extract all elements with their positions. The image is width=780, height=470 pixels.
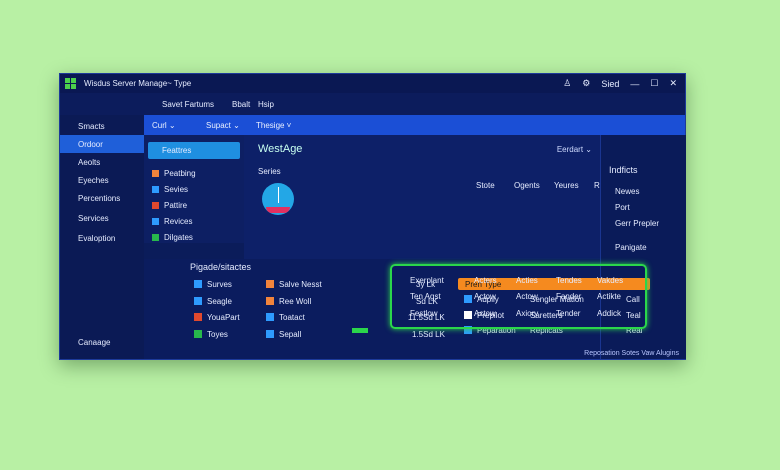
- menu-item[interactable]: Bbalt: [232, 100, 251, 109]
- list-item[interactable]: Surves: [194, 280, 232, 289]
- status-bar: Reposation Sotes Vaw Alugins: [584, 350, 679, 357]
- menu-bar: Savet Fartums Bbalt Hsip: [60, 93, 685, 115]
- table-cell: Saretters: [530, 311, 563, 320]
- table-cell: Repllcats: [530, 326, 563, 335]
- value: 11.5Sd LK: [408, 313, 445, 322]
- sidebar-item[interactable]: Eyeches: [78, 176, 109, 185]
- list-item[interactable]: YouaPart: [194, 313, 240, 322]
- feature-item[interactable]: Pattire: [152, 201, 187, 210]
- list-item[interactable]: Toatact: [266, 313, 305, 322]
- feature-item[interactable]: Dilgates: [152, 233, 193, 242]
- sidebar-item[interactable]: Smacts: [78, 122, 105, 131]
- feature-item[interactable]: Peatbing: [152, 169, 196, 178]
- table-cell: Acties: [516, 276, 538, 285]
- arrow-icon: [352, 328, 368, 333]
- list-item[interactable]: Ree Woll: [266, 297, 311, 306]
- sidebar: Smacts Ordoor Aeolts Eyeches Percentions…: [60, 115, 144, 359]
- app-window: Wisdus Server Manage~ Type ♙ ⚙ Sied — ☐ …: [59, 73, 686, 360]
- table-cell: Call: [626, 295, 640, 304]
- col-head: Ogents: [514, 181, 540, 190]
- toolbar-item[interactable]: Supact ⌄: [206, 121, 240, 130]
- table-cell: Acters: [474, 276, 497, 285]
- right-item[interactable]: Panigate: [615, 243, 647, 252]
- user-label[interactable]: Sied: [601, 78, 620, 89]
- table-cell[interactable]: Prepilot: [464, 311, 504, 320]
- lower-heading: Pigade/sitactes: [190, 262, 252, 272]
- col-head: Stote: [476, 181, 495, 190]
- toolbar: Curl ⌄ Supact ⌄ Thesige ˅: [144, 115, 685, 135]
- right-panel: Indficts Newes Port Gerr Prepler Panigat…: [600, 135, 686, 359]
- sidebar-item[interactable]: Aeolts: [78, 158, 101, 167]
- orange-bar[interactable]: Pren Type: [458, 278, 650, 290]
- table-cell: Tendes: [556, 276, 582, 285]
- sidebar-footer[interactable]: Canaage: [78, 338, 111, 347]
- series-label: Series: [258, 167, 281, 176]
- table-cell: Sengler Mation: [530, 295, 584, 304]
- right-item[interactable]: Gerr Prepler: [615, 219, 660, 228]
- table-cell: Vakdes: [597, 276, 624, 285]
- col-head: Yeures: [554, 181, 579, 190]
- table-cell[interactable]: Peparation: [464, 326, 516, 335]
- table-cell: Teal: [626, 311, 641, 320]
- right-item[interactable]: Port: [615, 203, 630, 212]
- features-button[interactable]: Feattres: [148, 142, 240, 159]
- table-cell: Actikte: [597, 292, 622, 301]
- table-cell: Fander: [556, 292, 582, 301]
- list-item[interactable]: Salve Nesst: [266, 280, 322, 289]
- menu-item[interactable]: Savet Fartums: [162, 100, 215, 109]
- feature-item[interactable]: Revices: [152, 217, 192, 226]
- center-panel: WestAge Eerdart ⌄ Series Stote Ogents Ye…: [244, 135, 610, 259]
- sidebar-item[interactable]: Services: [78, 214, 109, 223]
- table-cell: Exerplant: [410, 276, 444, 285]
- maximize-button[interactable]: ☐: [650, 78, 659, 88]
- feature-item[interactable]: Sevies: [152, 185, 188, 194]
- table-cell: Axiory: [516, 309, 539, 318]
- table-cell: Real: [626, 326, 643, 335]
- lower-panel: Pigade/sitactes Surves Seagle YouaPart T…: [144, 259, 650, 359]
- value: 3y Lk: [416, 280, 436, 289]
- window-title: Wisdus Server Manage~ Type: [84, 79, 192, 88]
- table-cell: Tender: [556, 309, 581, 318]
- table-cell: Actow: [516, 292, 538, 301]
- table-cell: Actow: [474, 309, 496, 318]
- center-title: WestAge: [258, 143, 303, 155]
- close-button[interactable]: ✕: [669, 78, 677, 88]
- menu-item[interactable]: Hsip: [258, 100, 275, 109]
- windows-logo-icon: [65, 78, 76, 89]
- list-item[interactable]: Sepall: [266, 330, 301, 339]
- value: 1.5Sd LK: [412, 330, 445, 339]
- highlight-table: Exerplant Acters Acties Tendes Vakdes Te…: [390, 264, 647, 329]
- toolbar-item[interactable]: Curl ⌄: [152, 121, 176, 130]
- list-item[interactable]: Toyes: [194, 330, 228, 339]
- table-cell: Actow: [474, 292, 496, 301]
- title-bar: Wisdus Server Manage~ Type ♙ ⚙ Sied — ☐ …: [60, 74, 685, 93]
- value: Sd LK: [416, 297, 438, 306]
- help-icon[interactable]: ♙: [563, 78, 572, 88]
- features-panel: Feattres Peatbing Sevies Pattire Revices…: [144, 135, 244, 243]
- minimize-button[interactable]: —: [630, 78, 640, 89]
- right-title: Indficts: [609, 165, 638, 175]
- table-cell: Addick: [597, 309, 622, 318]
- sidebar-item-active[interactable]: Ordoor: [60, 135, 144, 153]
- sidebar-item[interactable]: Evaloption: [78, 234, 116, 243]
- sidebar-item[interactable]: Percentions: [78, 194, 121, 203]
- table-cell: Ten Agst: [410, 292, 441, 301]
- table-cell[interactable]: Adplly: [464, 295, 499, 304]
- list-item[interactable]: Seagle: [194, 297, 232, 306]
- settings-icon[interactable]: ⚙: [582, 78, 591, 88]
- toolbar-item[interactable]: Thesige ˅: [256, 121, 292, 130]
- table-cell: Festlow: [410, 309, 438, 318]
- donut-chart: [262, 183, 294, 215]
- right-item[interactable]: Newes: [615, 187, 640, 196]
- dropdown[interactable]: Eerdart ⌄: [556, 145, 592, 154]
